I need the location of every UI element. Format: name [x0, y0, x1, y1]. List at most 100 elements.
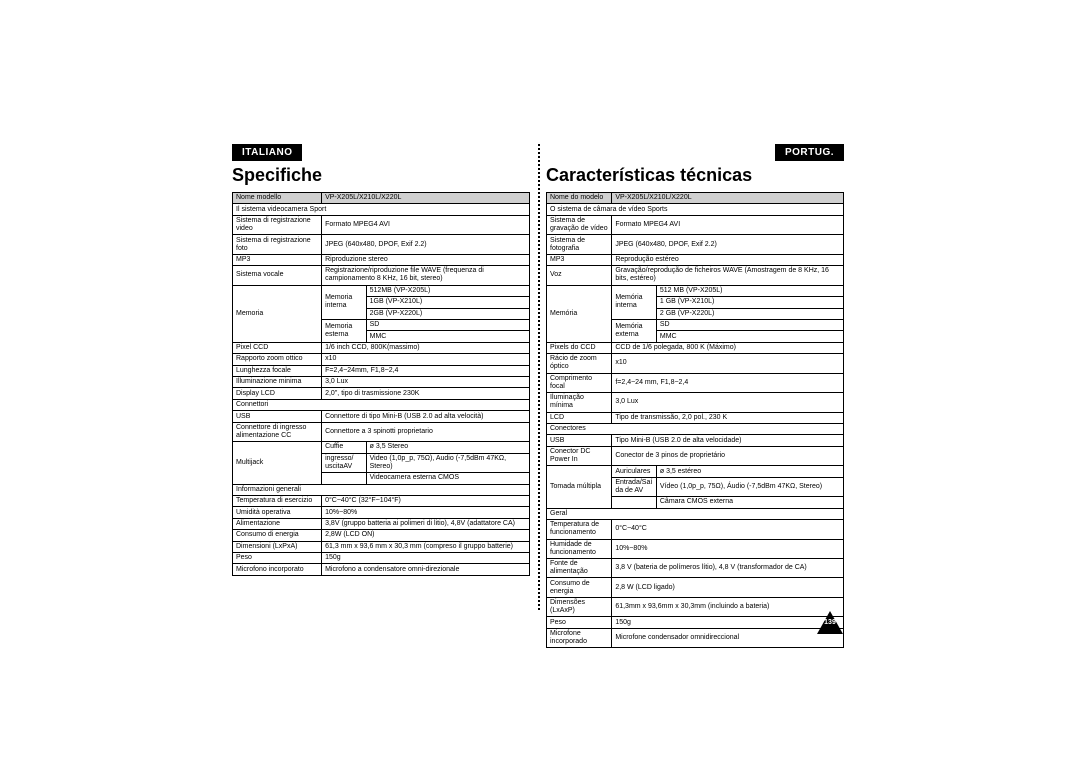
spec-value: Reprodução estéreo	[612, 254, 844, 265]
multi-r2-1-pt: Câmara CMOS externa	[656, 497, 843, 508]
th-model-pt: Nome do modelo	[547, 193, 612, 204]
spec-label: Microfono incorporato	[233, 564, 322, 575]
multi-label: Multijack	[233, 442, 322, 484]
spec-value: 150g	[322, 553, 530, 564]
spec-value: Connettore a 3 spinotti proprietario	[322, 422, 530, 441]
spec-label: Dimensões (LxAxP)	[547, 597, 612, 616]
lang-badge-it: ITALIANO	[232, 144, 302, 161]
mem-ext: Memoria esterna	[322, 319, 367, 342]
mem-v1: 1GB (VP-X210L)	[366, 297, 529, 308]
spec-value: Connettore di tipo Mini-B (USB 2.0 ad al…	[322, 411, 530, 422]
multi-r1-1-pt: Vídeo (1,0p_p, 75Ω), Áudio (-7,5dBm 47KΩ…	[656, 477, 843, 496]
spec-value: 0°C~40°C	[612, 520, 844, 539]
spec-value: f=2,4~24 mm, F1,8~2,4	[612, 373, 844, 392]
multi-r0-0: Cuffie	[322, 442, 367, 453]
spec-label: Rapporto zoom ottico	[233, 354, 322, 365]
mem-v1-pt: 1 GB (VP-X210L)	[656, 297, 843, 308]
spec-label: MP3	[547, 254, 612, 265]
sec-conn: Connettori	[233, 399, 530, 410]
left-column: ITALIANO Specifiche Nome modelloVP-X205L…	[224, 144, 538, 610]
spec-label: Dimensioni (LxPxA)	[233, 541, 322, 552]
spec-value: Microfono a condensatore omni-direzional…	[322, 564, 530, 575]
spec-label: Consumo de energia	[547, 578, 612, 597]
spec-label: Peso	[233, 553, 322, 564]
spec-label: Sistema vocale	[233, 266, 322, 285]
spec-value: 3,8 V (bateria de polímeros lítio), 4,8 …	[612, 559, 844, 578]
right-column: PORTUG. Características técnicas Nome do…	[538, 144, 852, 610]
lang-badge-pt: PORTUG.	[775, 144, 844, 161]
spec-label: Voz	[547, 266, 612, 285]
multi-r2-0	[322, 473, 367, 484]
spec-label: Sistema di registrazione video	[233, 215, 322, 234]
th-modelval: VP-X205L/X210L/X220L	[322, 193, 530, 204]
spec-value: Riproduzione stereo	[322, 254, 530, 265]
spec-label: Alimentazione	[233, 518, 322, 529]
rows2-pt: USBTipo Mini-B (USB 2.0 de alta velocida…	[547, 435, 844, 466]
rows2-it: USBConnettore di tipo Mini-B (USB 2.0 ad…	[233, 411, 530, 442]
spec-value: 10%~80%	[322, 507, 530, 518]
page-number: 139	[816, 619, 844, 626]
mem-v4-pt: MMC	[656, 331, 843, 342]
rows1b-it: Pixel CCD1/6 inch CCD, 800K(massimo)Rapp…	[233, 342, 530, 399]
mem-v0-pt: 512 MB (VP-X205L)	[656, 285, 843, 296]
spec-label: USB	[547, 435, 612, 446]
spec-label: Consumo di energia	[233, 530, 322, 541]
spec-value: CCD de 1/6 polegada, 800 K (Máximo)	[612, 342, 844, 353]
spec-value: x10	[612, 354, 844, 373]
spec-value: 2,8 W (LCD ligado)	[612, 578, 844, 597]
spec-label: LCD	[547, 412, 612, 423]
mem-v2-pt: 2 GB (VP-X220L)	[656, 308, 843, 319]
spec-label: Sistema de gravação de vídeo	[547, 215, 612, 234]
sec-gen-pt: Geral	[547, 508, 844, 519]
spec-value: 2,0", tipo di trasmissione 230K	[322, 388, 530, 399]
spec-table-it: Nome modelloVP-X205L/X210L/X220L Il sist…	[232, 192, 530, 576]
spec-value: 3,0 Lux	[612, 393, 844, 412]
sec-system-pt: O sistema de câmara de vídeo Sports	[547, 204, 844, 215]
multi-r1-0: ingresso/ uscitaAV	[322, 453, 367, 472]
spec-label: Peso	[547, 617, 612, 628]
mem-label-pt: Memória	[547, 285, 612, 342]
spec-value: 3,0 Lux	[322, 377, 530, 388]
spec-value: JPEG (640x480, DPOF, Exif 2.2)	[612, 235, 844, 254]
spec-value: Registrazione/riproduzione file WAVE (fr…	[322, 266, 530, 285]
spec-label: Microfone incorporado	[547, 628, 612, 647]
multi-r0-0-pt: Auriculares	[612, 466, 657, 477]
spec-label: Pixels do CCD	[547, 342, 612, 353]
spec-label: Humidade de funcionamento	[547, 539, 612, 558]
spec-label: Comprimento focal	[547, 373, 612, 392]
spec-label: Lunghezza focale	[233, 365, 322, 376]
multi-r1-0-pt: Entrada/Saída de AV	[612, 477, 657, 496]
sec-gen: Informazioni generali	[233, 484, 530, 495]
spec-label: Connettore di ingresso alimentazione CC	[233, 422, 322, 441]
spec-label: Fonte de alimentação	[547, 559, 612, 578]
mem-v4: MMC	[366, 331, 529, 342]
spec-label: Display LCD	[233, 388, 322, 399]
spec-value: Gravação/reprodução de ficheiros WAVE (A…	[612, 266, 844, 285]
spec-value: Conector de 3 pinos de proprietário	[612, 446, 844, 465]
mem-ext-pt: Memória externa	[612, 319, 657, 342]
spec-value: 2,8W (LCD ON)	[322, 530, 530, 541]
multi-r2-0-pt	[612, 497, 657, 508]
spec-value: 10%~80%	[612, 539, 844, 558]
spec-value: 61,3 mm x 93,6 mm x 30,3 mm (compreso il…	[322, 541, 530, 552]
rows1-pt: Sistema de gravação de vídeoFormato MPEG…	[547, 215, 844, 285]
spec-table-pt: Nome do modeloVP-X205L/X210L/X220L O sis…	[546, 192, 844, 648]
sec-conn-pt: Conectores	[547, 424, 844, 435]
th-modelval-pt: VP-X205L/X210L/X220L	[612, 193, 844, 204]
spec-value: 61,3mm x 93,6mm x 30,3mm (incluindo a ba…	[612, 597, 844, 616]
spec-value: Microfone condensador omnidireccional	[612, 628, 844, 647]
multi-r1-1: Video (1,0p_p, 75Ω), Audio (-7,5dBm 47KΩ…	[366, 453, 529, 472]
mem-v2: 2GB (VP-X220L)	[366, 308, 529, 319]
spec-label: Illuminazione minima	[233, 377, 322, 388]
mem-int-pt: Memória interna	[612, 285, 657, 319]
mem-v3: SD	[366, 319, 529, 330]
rows3-it: Temperatura di esercizio0°C~40°C (32°F~1…	[233, 495, 530, 575]
spec-value: Tipo de transmissão, 2,0 pol., 230 K	[612, 412, 844, 423]
sec-system: Il sistema videocamera Sport	[233, 204, 530, 215]
spec-value: Tipo Mini-B (USB 2.0 de alta velocidade)	[612, 435, 844, 446]
multi-label-pt: Tomada múltipla	[547, 466, 612, 508]
spec-label: Rácio de zoom óptico	[547, 354, 612, 373]
spec-value: Formato MPEG4 AVI	[322, 215, 530, 234]
spec-value: 0°C~40°C (32°F~104°F)	[322, 495, 530, 506]
spec-label: Umidità operativa	[233, 507, 322, 518]
